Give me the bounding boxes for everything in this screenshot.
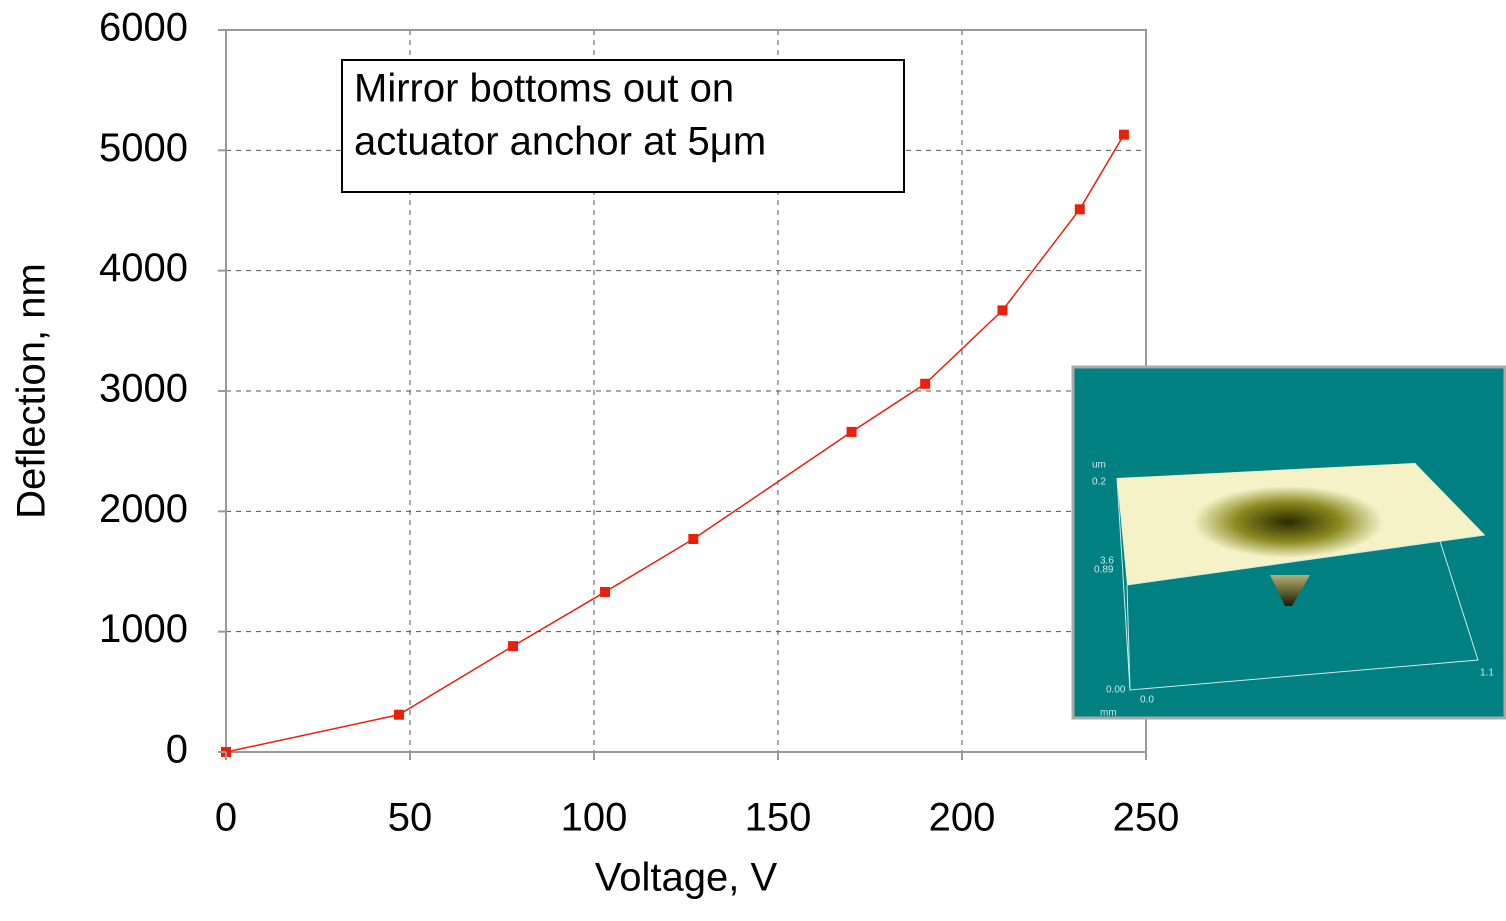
inset-label: 0.89 xyxy=(1094,565,1114,576)
inset-image: um 0.2 3.6 0.89 0.00 0.0 mm 1.1 xyxy=(1073,367,1505,719)
x-tick-label: 50 xyxy=(388,796,433,840)
x-axis-title: Voltage, V xyxy=(595,856,778,900)
data-point xyxy=(688,534,698,544)
x-tick-label: 250 xyxy=(1113,796,1180,840)
data-point xyxy=(997,305,1007,315)
annotation: Mirror bottoms out on xyxy=(354,67,734,111)
inset-label: 0.00 xyxy=(1106,685,1126,696)
data-point xyxy=(847,427,857,437)
data-point xyxy=(394,710,404,720)
data-point xyxy=(1119,130,1129,140)
inset-label: 0.0 xyxy=(1140,695,1154,706)
y-tick-label: 5000 xyxy=(99,126,188,170)
x-tick-label: 200 xyxy=(929,796,996,840)
x-tick-label: 0 xyxy=(215,796,237,840)
data-point xyxy=(600,587,610,597)
data-point xyxy=(508,641,518,651)
y-tick-label: 0 xyxy=(166,728,188,772)
marks xyxy=(221,130,1129,757)
y-axis-title: Deflection, nm xyxy=(10,263,54,519)
y-tick-label: 3000 xyxy=(99,367,188,411)
y-tick-label: 1000 xyxy=(99,607,188,651)
inset-label: 1.1 xyxy=(1480,668,1494,679)
x-tick-label: 150 xyxy=(745,796,812,840)
y-tick-label: 6000 xyxy=(99,6,188,50)
inset-label: mm xyxy=(1100,708,1117,719)
series-line xyxy=(226,135,1124,752)
chart: Mirror bottoms out on actuator anchor at… xyxy=(0,0,1506,921)
data-point xyxy=(1075,204,1085,214)
y-tick-label: 4000 xyxy=(99,246,188,290)
annotation: actuator anchor at 5μm xyxy=(354,120,766,164)
inset-label: 0.2 xyxy=(1092,477,1106,488)
inset-dimple xyxy=(1193,486,1383,558)
inset-label: um xyxy=(1092,460,1106,471)
data-point xyxy=(920,379,930,389)
x-tick-label: 100 xyxy=(561,796,628,840)
y-tick-label: 2000 xyxy=(99,487,188,531)
